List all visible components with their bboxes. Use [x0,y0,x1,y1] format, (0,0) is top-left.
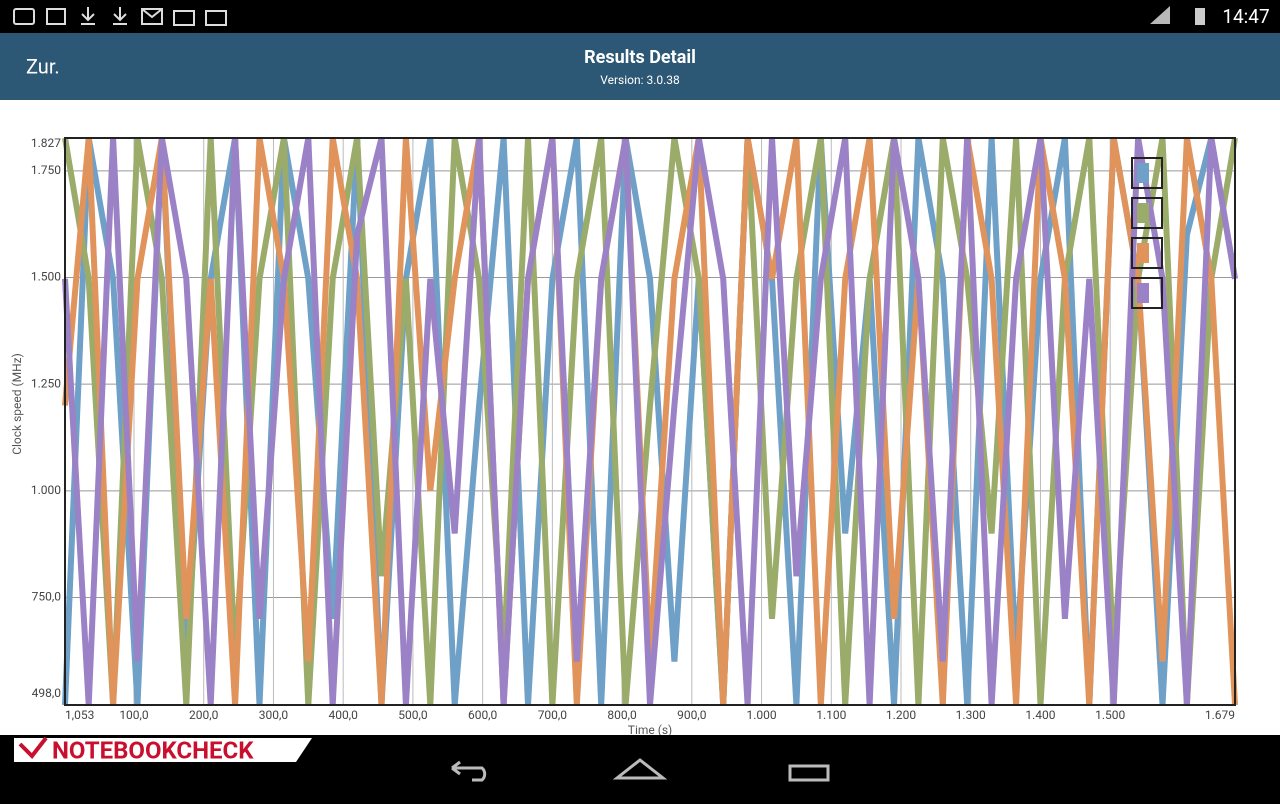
legend-swatch [1137,283,1149,303]
x-tick-label: 1.679 [1205,708,1235,722]
x-tick-label: 1.000 [746,708,776,722]
legend-box [1131,237,1163,269]
y-tick-label: 1.750 [31,163,61,177]
x-tick-label: 1.100 [816,708,846,722]
plot: 498,0 750,0 1.000 1.250 1.500 1.750 1.827 1,053… [10,136,1238,737]
watermark-logo [18,736,48,760]
x-tick-label: 900,0 [677,708,707,722]
home-nav[interactable] [612,758,668,780]
x-tick-label: 500,0 [398,708,428,722]
y-tick-label: 1.250 [31,376,61,390]
x-tick-label: 400,0 [329,708,359,722]
x-tick-label: 1.500 [1095,708,1125,722]
title: Results Detail [584,47,696,68]
back-nav[interactable] [451,760,487,782]
notification-icons [13,7,227,26]
legend-box [1131,197,1163,229]
y-tick-label: 1.827 [31,136,61,150]
x-tick-label: 1.400 [1025,708,1055,722]
subtitle: Version: 3.0.38 [600,73,680,87]
clock: 14:47 [1222,5,1269,28]
action-bar [0,33,1280,100]
nav-buttons [451,758,830,782]
y-tick-label: 1.000 [31,483,61,497]
system-icons [1150,6,1205,25]
legend-swatch [1137,163,1149,183]
watermark: NOTEBOOKCHECK [52,736,254,764]
x-tick-label: 800,0 [607,708,637,722]
x-tick-label: 1.300 [956,708,986,722]
y-tick-label: 750,0 [32,590,62,604]
x-tick-label: 300,0 [259,708,289,722]
recents-nav[interactable] [788,764,830,782]
legend-box [1131,157,1163,189]
plot-border [64,137,1236,706]
y-axis-label: Clock speed (MHz) [10,353,24,455]
y-tick-label: 1.500 [31,270,61,284]
watermark-bg [14,738,312,762]
x-axis-label: Time (s) [628,723,672,737]
x-tick-label: 700,0 [538,708,568,722]
x-tick-label: 600,0 [468,708,498,722]
legend-swatch [1137,243,1149,263]
x-tick-label: 200,0 [189,708,219,722]
y-tick-label: 498,0 [32,686,62,700]
x-tick-label: 1.200 [886,708,916,722]
x-tick-label: 1,053 [65,708,94,722]
back-button[interactable]: Zur. [26,54,60,78]
status-bar [0,0,1280,33]
x-tick-label: 100,0 [119,708,149,722]
legend-swatch [1137,203,1149,223]
legend-box [1131,277,1163,309]
